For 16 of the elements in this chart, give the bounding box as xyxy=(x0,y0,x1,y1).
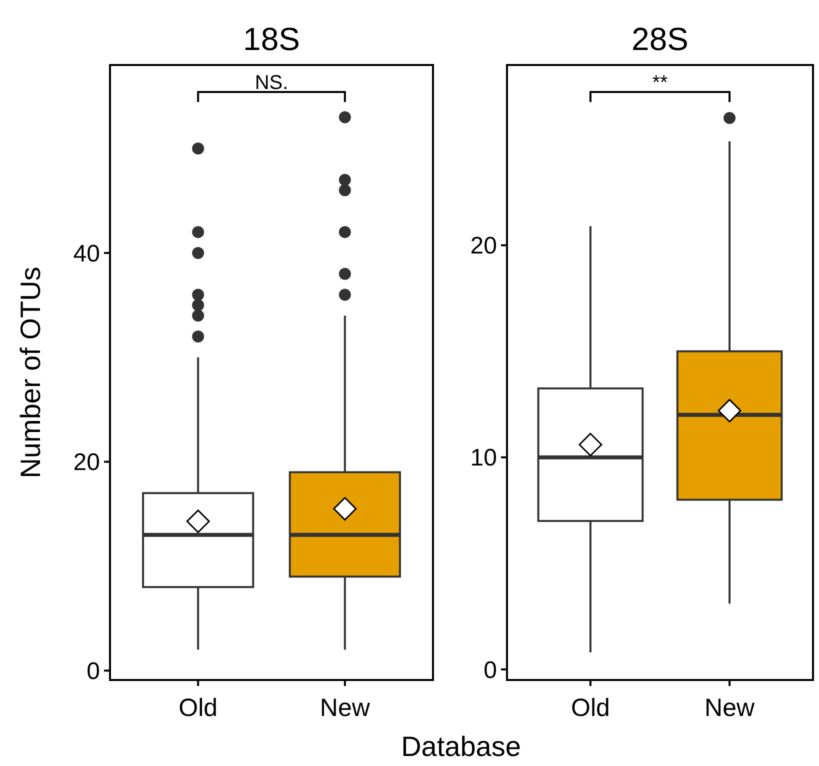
y-tick-label: 10 xyxy=(470,444,497,472)
x-tick-label: Old xyxy=(571,694,610,722)
x-tick-label: New xyxy=(704,694,756,722)
y-tick-label: 20 xyxy=(73,449,100,476)
chart-title: 18S xyxy=(243,21,300,57)
y-tick-label: 20 xyxy=(470,232,497,260)
x-tick-label: New xyxy=(320,694,371,722)
x-axis-title: Database xyxy=(401,731,521,762)
y-axis-title: Number of OTUs xyxy=(15,266,46,478)
y-tick-label: 0 xyxy=(484,656,497,684)
annotation: ** xyxy=(652,72,668,94)
y-tick-label: 40 xyxy=(73,240,100,268)
chart-title: 28S xyxy=(632,21,688,57)
y-tick-label: 0 xyxy=(86,658,100,686)
annotation: NS. xyxy=(254,72,288,94)
x-tick-label: Old xyxy=(178,694,218,722)
